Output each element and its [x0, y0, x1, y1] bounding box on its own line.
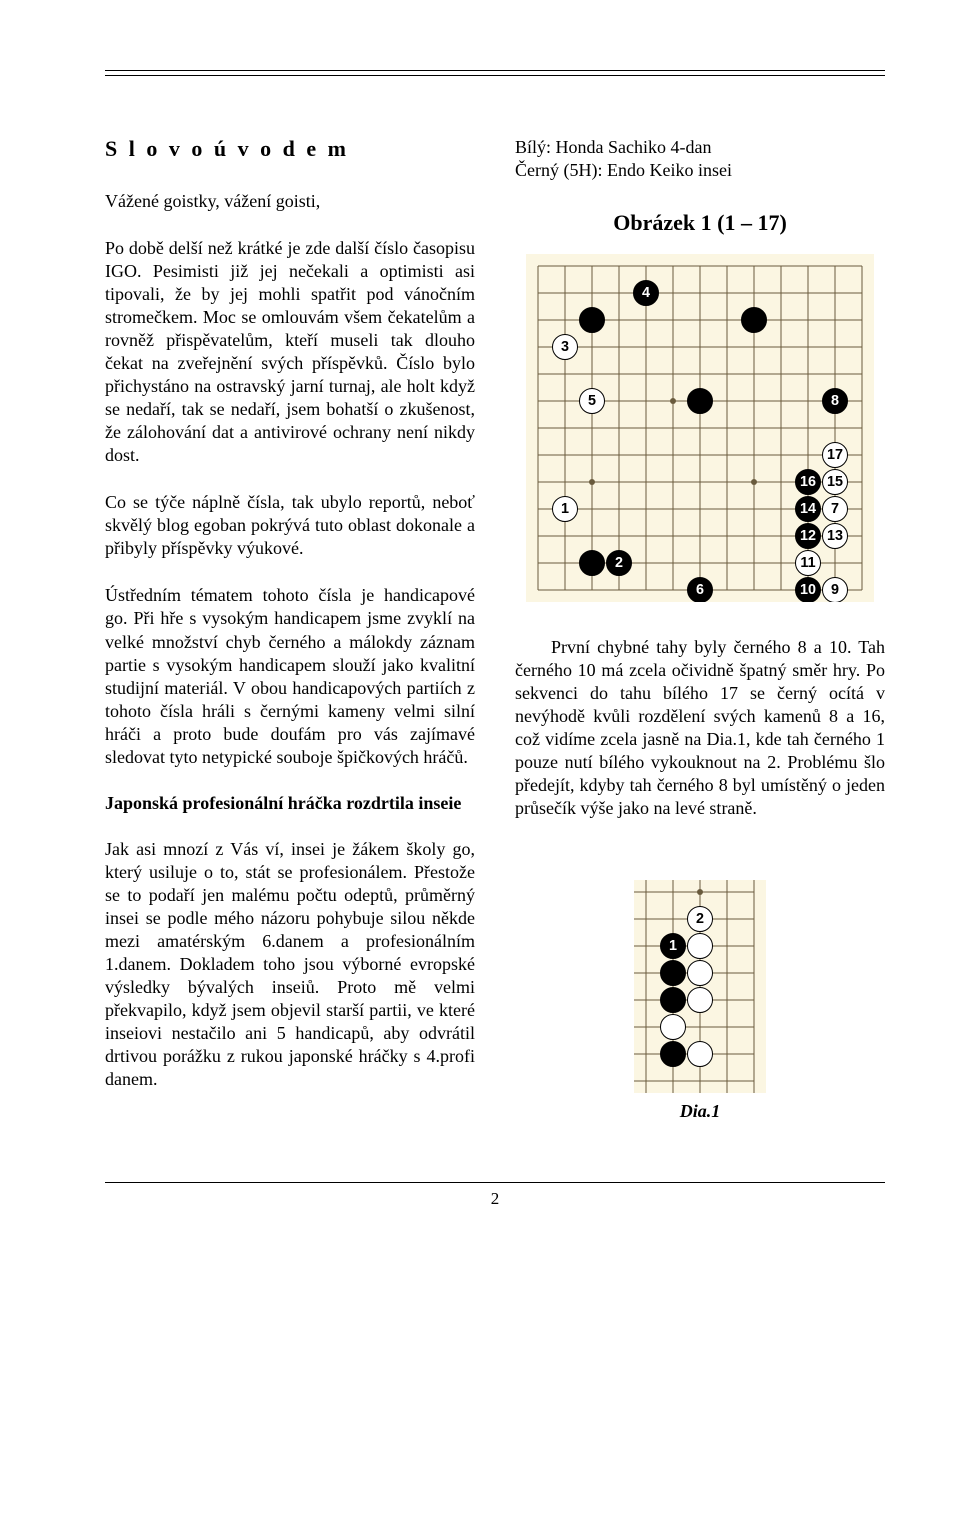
- svg-text:3: 3: [561, 339, 569, 355]
- subheading: Japonská profesionální hráčka rozdrtila …: [105, 793, 475, 814]
- paragraph-insei: Jak asi mnozí z Vás ví, insei je žákem š…: [105, 838, 475, 1091]
- svg-text:9: 9: [831, 582, 839, 598]
- svg-text:4: 4: [642, 285, 650, 301]
- svg-text:12: 12: [800, 528, 816, 544]
- svg-text:13: 13: [827, 528, 843, 544]
- left-column: S l o v o ú v o d e m Vážené goistky, vá…: [105, 136, 475, 1122]
- header-rule: [105, 70, 885, 76]
- paragraph-intro: Po době delší než krátké je zde další čí…: [105, 237, 475, 467]
- svg-text:1: 1: [561, 501, 569, 517]
- dia1-board-wrap: 21: [515, 880, 885, 1093]
- svg-text:8: 8: [831, 393, 839, 409]
- svg-text:5: 5: [588, 393, 596, 409]
- figure1-board-wrap: 4 3 5 8 17 16 15 1 14 7 12 13 2 11 6 10 9: [515, 254, 885, 602]
- dia1-caption: Dia.1: [515, 1101, 885, 1122]
- paragraph-content: Co se týče náplně čísla, tak ubylo repor…: [105, 491, 475, 560]
- svg-text:2: 2: [696, 911, 704, 927]
- go-board-dia1: 21: [634, 880, 766, 1093]
- right-column: Bílý: Honda Sachiko 4-dan Černý (5H): En…: [515, 136, 885, 1122]
- footer-rule: [105, 1182, 885, 1183]
- go-board-figure1: 4 3 5 8 17 16 15 1 14 7 12 13 2 11 6 10 9: [526, 254, 874, 602]
- two-column-layout: S l o v o ú v o d e m Vážené goistky, vá…: [105, 136, 885, 1122]
- svg-text:6: 6: [696, 582, 704, 598]
- svg-text:7: 7: [831, 501, 839, 517]
- page-number: 2: [105, 1189, 885, 1209]
- svg-text:15: 15: [827, 474, 843, 490]
- section-heading: S l o v o ú v o d e m: [105, 136, 475, 162]
- svg-text:1: 1: [669, 938, 677, 954]
- players-info: Bílý: Honda Sachiko 4-dan Černý (5H): En…: [515, 136, 885, 182]
- black-player: Černý (5H): Endo Keiko insei: [515, 159, 885, 182]
- svg-text:11: 11: [800, 555, 815, 571]
- svg-text:2: 2: [615, 555, 623, 571]
- page-footer: 2: [105, 1182, 885, 1209]
- paragraph-theme: Ústředním tématem tohoto čísla je handic…: [105, 584, 475, 768]
- page: S l o v o ú v o d e m Vážené goistky, vá…: [0, 0, 960, 1249]
- svg-text:17: 17: [827, 447, 843, 463]
- white-player: Bílý: Honda Sachiko 4-dan: [515, 136, 885, 159]
- figure1-title: Obrázek 1 (1 – 17): [515, 210, 885, 236]
- paragraph-greeting: Vážené goistky, vážení goisti,: [105, 190, 475, 213]
- right-paragraph: První chybné tahy byly černého 8 a 10. T…: [515, 636, 885, 820]
- svg-text:16: 16: [800, 474, 816, 490]
- svg-text:10: 10: [800, 582, 816, 598]
- svg-text:14: 14: [800, 501, 816, 517]
